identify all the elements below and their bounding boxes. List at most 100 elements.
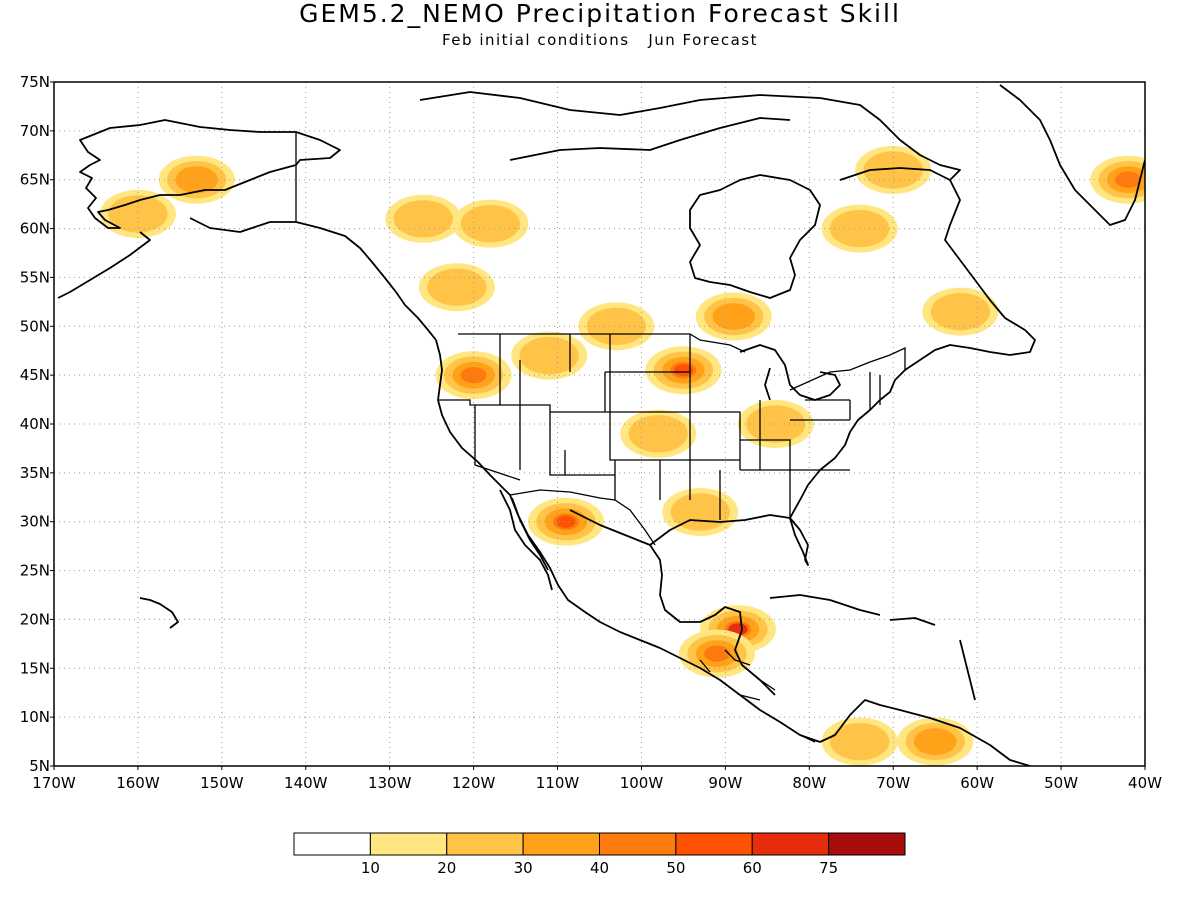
lon-label: 60W — [960, 774, 994, 792]
skill-patch-montana — [519, 336, 579, 375]
skill-patch-colombia — [830, 722, 890, 761]
skill-patch-alaska — [175, 166, 218, 194]
latitude-labels: 75N 70N 65N 60N 55N 50N 45N 40N 35N 30N 25N 20N 15N 1… — [20, 73, 54, 775]
plot-area — [53, 81, 1146, 767]
lat-lon-grid — [54, 82, 1145, 766]
alaska-peninsula — [57, 231, 151, 299]
skill-patch-guatemala — [704, 645, 730, 662]
legend-swatch — [599, 832, 677, 856]
great-lakes — [739, 344, 841, 401]
skill-patch-baffin — [863, 151, 923, 189]
labrador-coast — [839, 167, 1026, 331]
lon-label: 130W — [368, 774, 412, 792]
lon-label: 120W — [452, 774, 496, 792]
lon-label: 110W — [536, 774, 580, 792]
lon-label: 140W — [284, 774, 328, 792]
skill-patch-oregon-washington — [460, 366, 487, 384]
skill-patch-british-columbia — [427, 268, 487, 306]
legend-swatch — [522, 832, 600, 856]
gulf-of-alaska — [189, 217, 437, 341]
hudson-bay — [689, 174, 821, 299]
skill-patch-labrador — [930, 292, 991, 331]
hawaii — [139, 597, 179, 629]
lat-label: 75N — [20, 73, 50, 91]
longitude-labels: 170W 160W 150W 140W 130W 120W 110W 100W 90W 80W 70… — [32, 766, 1162, 792]
skill-patch-yukon — [393, 200, 453, 238]
us-mexico-border — [509, 489, 656, 546]
arctic-islands-2 — [509, 117, 791, 161]
us-states — [438, 334, 881, 520]
us-canada-border — [458, 333, 906, 391]
legend-label: 30 — [514, 859, 533, 877]
lon-label: 70W — [876, 774, 910, 792]
skill-patch-new-mexico-texas — [556, 515, 576, 528]
hispaniola — [889, 617, 936, 626]
florida — [789, 517, 809, 566]
lat-label: 55N — [20, 268, 50, 286]
gulf-of-mexico-coast — [569, 509, 776, 696]
us-gulf-coast — [649, 514, 809, 561]
lon-label: 50W — [1044, 774, 1078, 792]
lat-label: 15N — [20, 659, 50, 677]
map-title: GEM5.2_NEMO Precipitation Forecast Skill — [299, 0, 901, 28]
skill-patch-canada-prairie — [586, 307, 646, 346]
lon-label: 100W — [620, 774, 664, 792]
central-america-borders — [699, 649, 816, 743]
skill-patch-minnesota — [673, 364, 693, 377]
skill-shading-layer — [99, 145, 1145, 766]
legend-swatch — [446, 832, 524, 856]
lat-label: 70N — [20, 122, 50, 140]
us-east-coast — [789, 329, 1036, 519]
lat-label: 5N — [29, 757, 50, 775]
lon-label: 90W — [708, 774, 742, 792]
skill-patch-greenland-east — [1115, 171, 1142, 188]
legend-swatch — [751, 832, 830, 856]
lat-label: 60N — [20, 220, 50, 238]
lat-label: 40N — [20, 415, 50, 433]
lon-label: 40W — [1128, 774, 1162, 792]
lon-label: 80W — [792, 774, 826, 792]
south-america-coast — [819, 699, 1031, 766]
lat-label: 20N — [20, 610, 50, 628]
arctic-islands — [419, 91, 961, 181]
lon-label: 170W — [32, 774, 76, 792]
lon-label: 160W — [116, 774, 160, 792]
legend-label: 50 — [666, 859, 685, 877]
legend-swatch — [369, 832, 448, 856]
lat-label: 35N — [20, 464, 50, 482]
legend-label: 60 — [743, 859, 762, 877]
lat-label: 45N — [20, 366, 50, 384]
lat-label: 50N — [20, 317, 50, 335]
coastlines — [57, 84, 1145, 766]
lat-label: 10N — [20, 708, 50, 726]
skill-patch-nw-territories — [460, 204, 521, 243]
baja — [511, 497, 549, 571]
map-subtitle: Feb initial conditions Jun Forecast — [442, 31, 758, 49]
skill-patch-venezuela — [913, 728, 957, 756]
skill-patch-ohio-valley — [746, 405, 806, 443]
alaska-coast — [79, 119, 341, 229]
legend-swatch — [675, 832, 753, 856]
mexico-pacific-coast — [509, 494, 821, 743]
lat-label: 25N — [20, 562, 50, 580]
legend-swatch — [293, 832, 371, 856]
color-legend: 10 20 30 40 50 60 75 — [293, 832, 906, 877]
lon-label: 150W — [200, 774, 244, 792]
gulf-of-california — [499, 489, 553, 591]
skill-patch-ontario — [712, 303, 756, 330]
greenland — [999, 84, 1145, 226]
skill-patch-alaska-south — [108, 195, 168, 233]
legend-label: 10 — [361, 859, 380, 877]
legend-label: 40 — [590, 859, 609, 877]
legend-swatch — [828, 832, 906, 856]
lat-label: 65N — [20, 171, 50, 189]
legend-label: 20 — [437, 859, 456, 877]
legend-label: 75 — [819, 859, 838, 877]
caribbean-arc — [959, 639, 976, 701]
us-pacific-coast — [435, 339, 511, 496]
political-borders — [295, 132, 906, 743]
lat-label: 30N — [20, 513, 50, 531]
cuba — [769, 594, 881, 616]
skill-patch-central-plains — [628, 415, 688, 453]
